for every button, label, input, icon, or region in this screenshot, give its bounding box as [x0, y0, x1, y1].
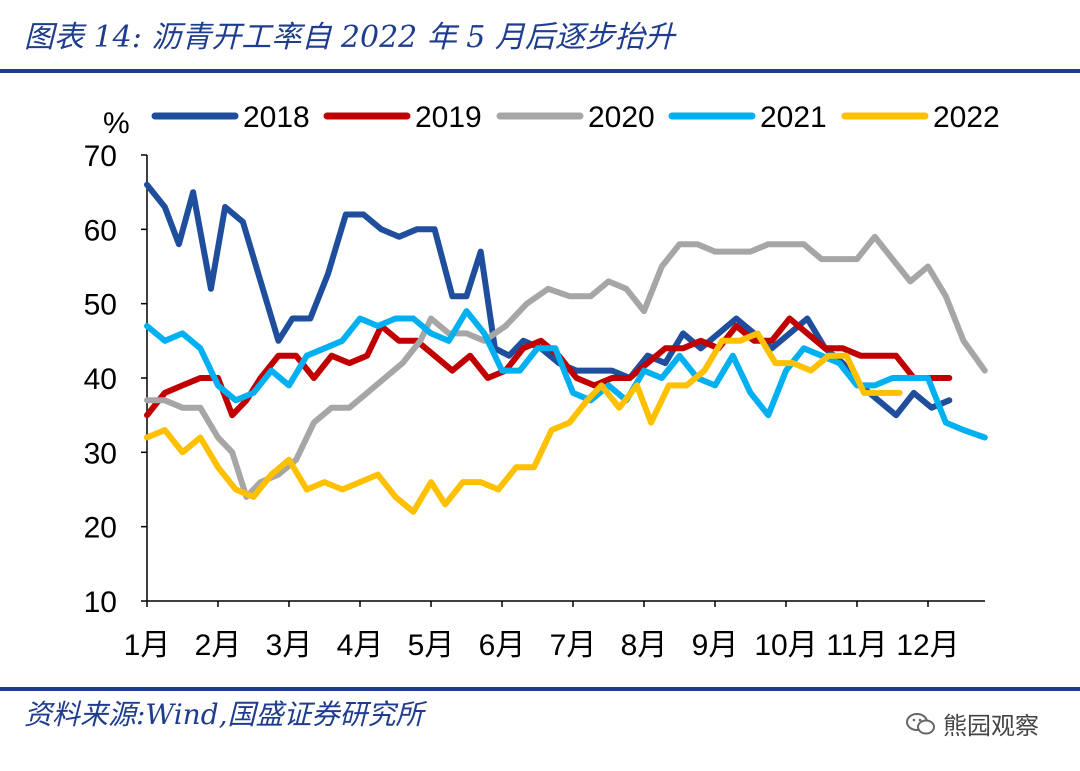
series-line-2022: [144, 330, 903, 515]
y-tick-label: 50: [84, 289, 117, 322]
y-tick-label: 20: [84, 512, 117, 545]
x-tick-label: 2月: [195, 629, 242, 662]
chart-series: [144, 181, 988, 515]
y-tick-labels: 70 60 50 40 30 20 10: [84, 140, 117, 619]
legend-label-2019: 2019: [415, 101, 482, 134]
legend-label-2018: 2018: [243, 101, 310, 134]
x-tick-label: 11月: [826, 629, 887, 662]
legend-label-2020: 2020: [588, 101, 655, 134]
chart-axes: [141, 154, 985, 607]
x-tick-label: 6月: [479, 629, 526, 662]
y-tick-label: 30: [84, 437, 117, 470]
y-tick-label: 70: [84, 140, 117, 173]
watermark-text: 熊园观察: [943, 712, 1039, 740]
watermark: 熊园观察: [905, 706, 1039, 741]
figure-title: 图表 14: 沥青开工率自 2022 年 5 月后逐步抬升: [24, 20, 675, 55]
series-line-2020: [144, 233, 988, 500]
legend-label-2021: 2021: [760, 101, 827, 134]
x-tick-label: 7月: [550, 629, 597, 662]
x-tick-label: 3月: [266, 629, 313, 662]
y-tick-label: 40: [84, 363, 117, 396]
legend-label-2022: 2022: [933, 101, 1000, 134]
y-tick-label: 10: [84, 586, 117, 619]
x-tick-label: 12月: [896, 629, 959, 662]
x-tick-label: 5月: [408, 629, 455, 662]
series-line-2019: [144, 315, 953, 419]
x-tick-label: 9月: [692, 629, 739, 662]
y-axis-unit-label: %: [103, 107, 130, 140]
wechat-icon: [906, 712, 935, 734]
series-line-2018: [144, 181, 953, 419]
line-chart: 2018 2019 2020 2021 2022 % 70 60 50 40 30 20 10 1月…: [84, 101, 1000, 662]
title-divider: [0, 69, 1080, 73]
chart-legend: 2018 2019 2020 2021 2022: [151, 101, 1000, 134]
y-tick-label: 60: [84, 214, 117, 247]
x-tick-label: 1月: [124, 629, 171, 662]
x-tick-label: 10月: [754, 629, 817, 662]
source-note: 资料来源:Wind,国盛证券研究所: [24, 698, 424, 731]
source-divider: [0, 687, 1080, 691]
x-tick-label: 4月: [337, 629, 384, 662]
series-line-2021: [144, 308, 988, 441]
x-tick-label: 8月: [621, 629, 668, 662]
x-tick-labels: 1月 2月 3月 4月 5月 6月 7月 8月 9月 10月 11月 12月: [124, 629, 960, 662]
